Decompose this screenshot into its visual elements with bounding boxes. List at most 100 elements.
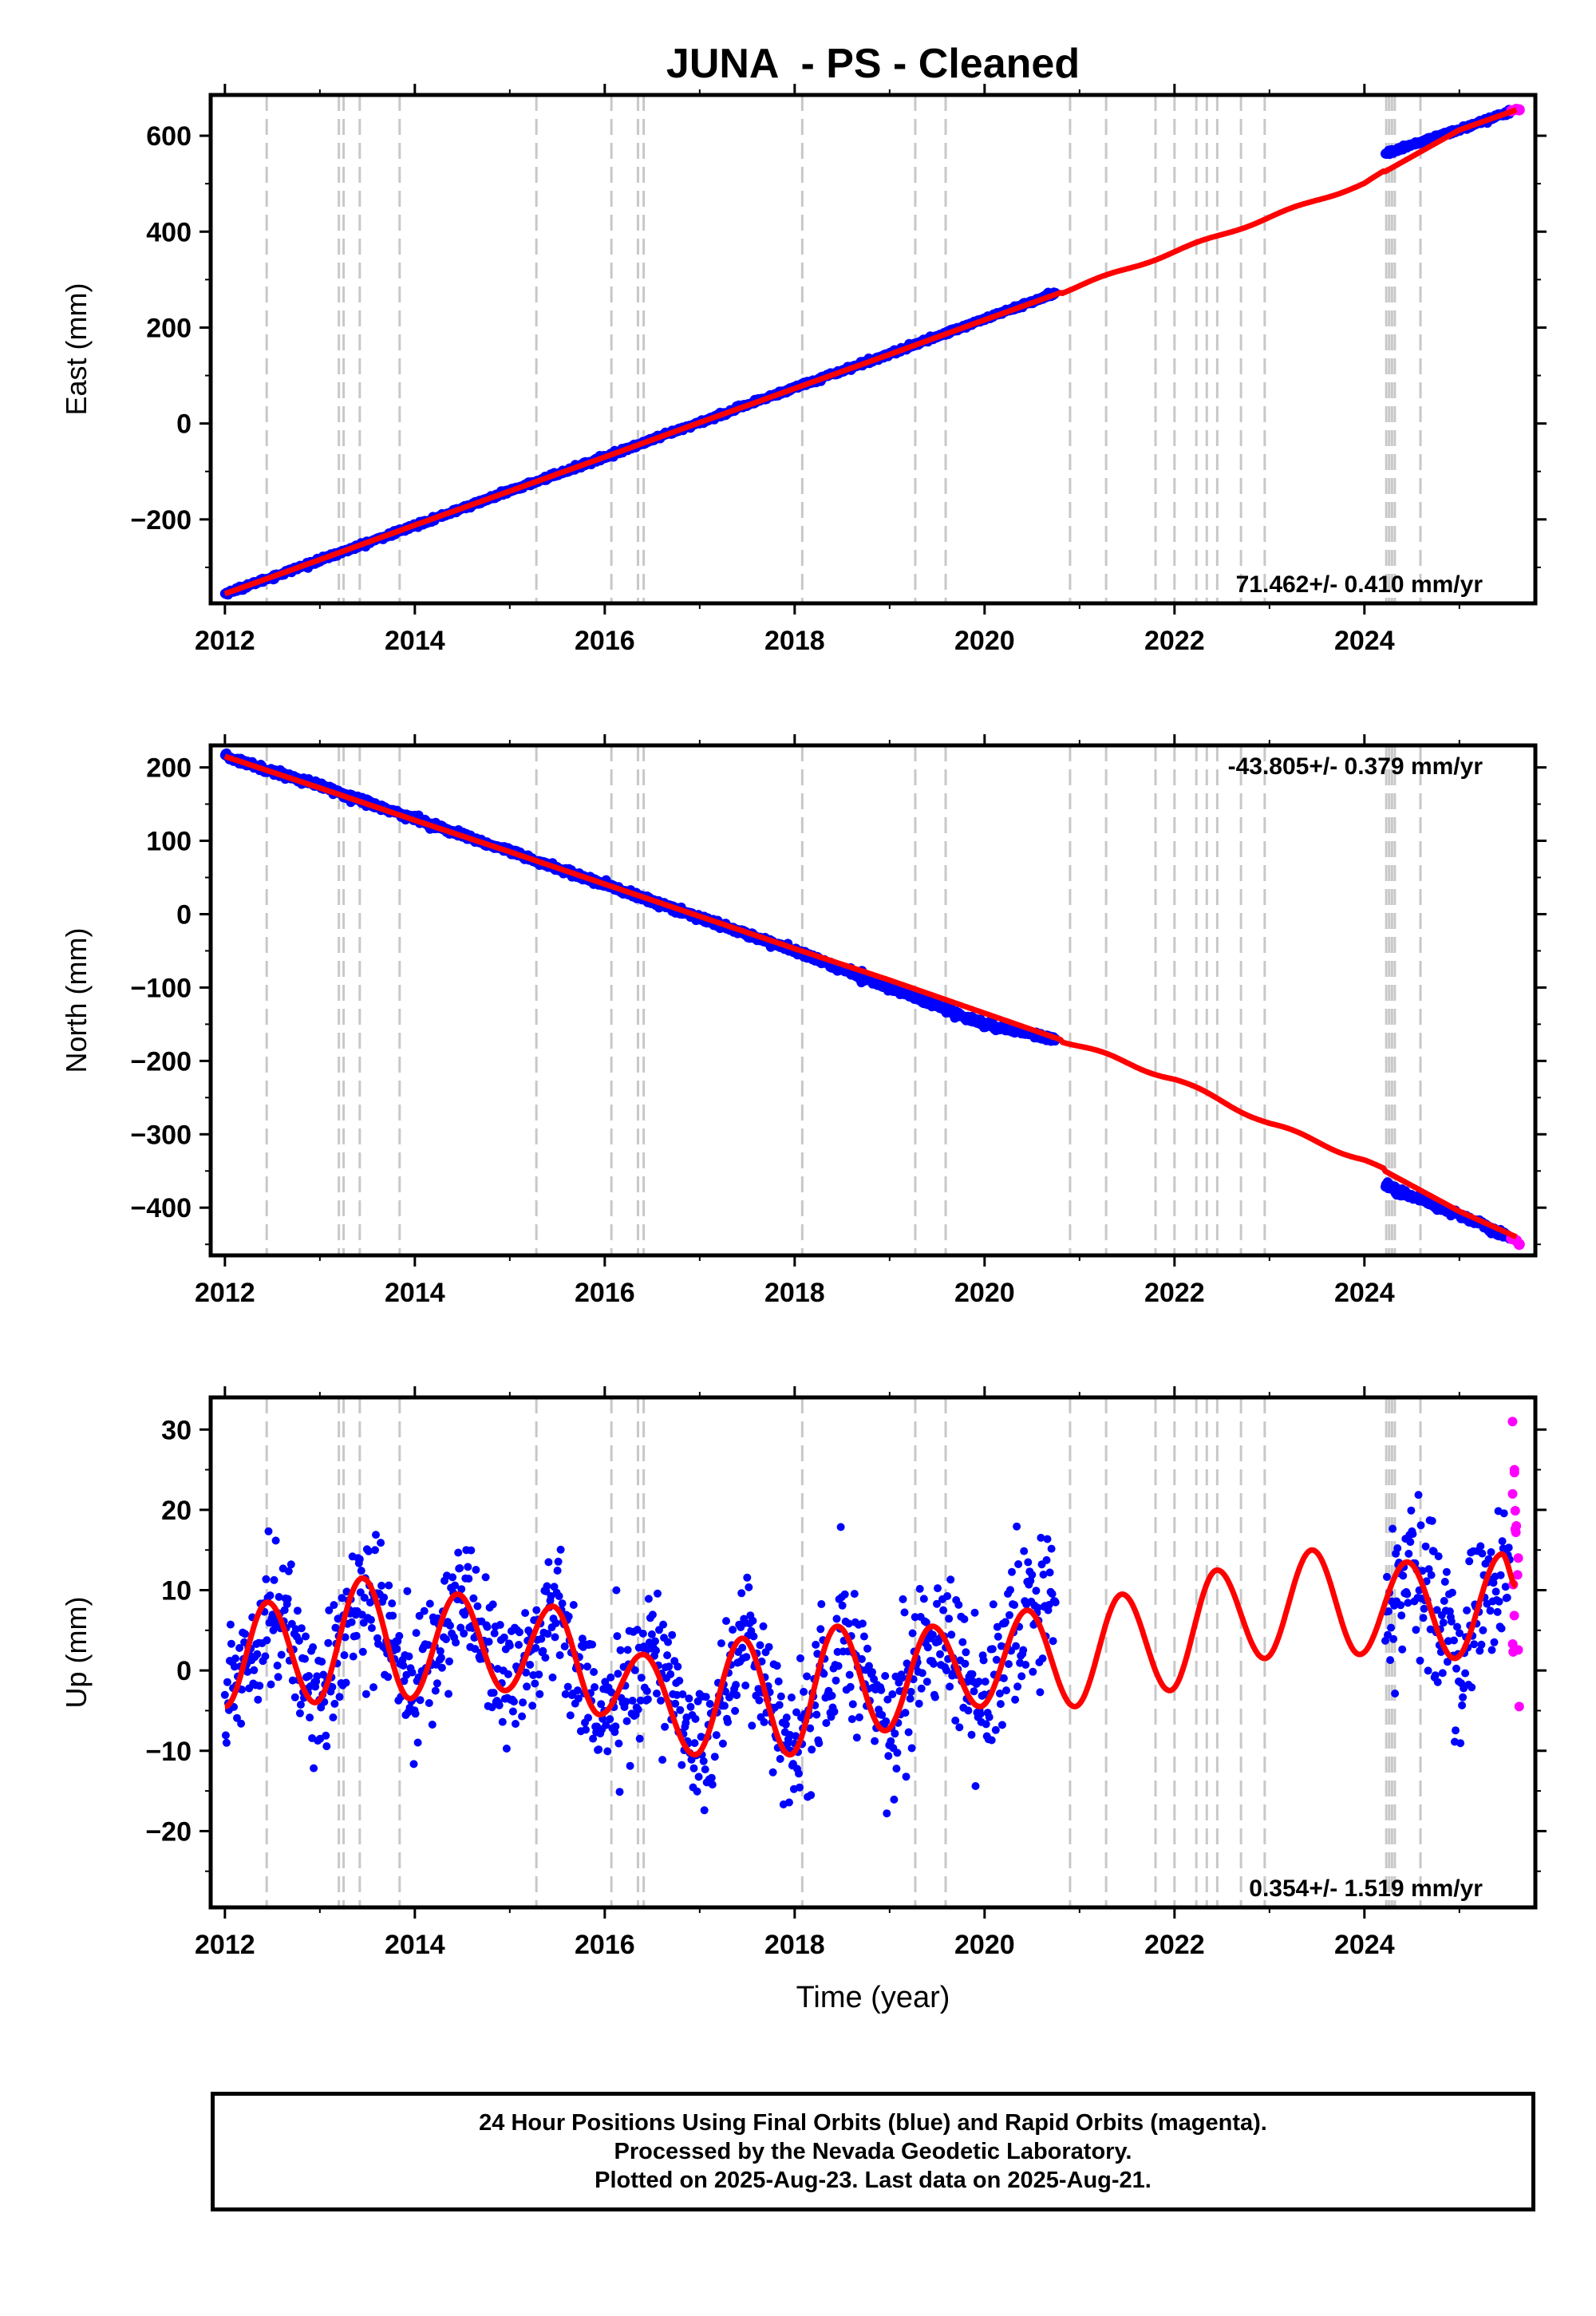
final-orbit-point — [648, 1611, 657, 1619]
final-orbit-point — [1433, 1678, 1442, 1686]
final-orbit-point — [1389, 1634, 1398, 1643]
final-orbit-point — [595, 1745, 603, 1754]
final-orbit-point — [775, 1701, 784, 1709]
final-orbit-point — [510, 1697, 518, 1706]
rate-label: 0.354+/- 1.519 mm/yr — [1249, 1875, 1483, 1902]
final-orbit-point — [1391, 1690, 1400, 1697]
final-orbit-point — [284, 1567, 293, 1575]
final-orbit-point — [906, 1694, 915, 1703]
final-orbit-point — [707, 1773, 716, 1782]
final-orbit-point — [490, 1629, 499, 1638]
final-orbit-point — [377, 1539, 385, 1547]
final-orbit-point — [349, 1652, 358, 1661]
x-tick-label: 2020 — [954, 626, 1015, 656]
final-orbit-point — [654, 1589, 662, 1598]
final-orbit-point — [898, 1674, 907, 1682]
final-orbit-point — [1386, 1656, 1395, 1665]
x-tick-label: 2020 — [954, 1930, 1015, 1960]
final-orbit-point — [712, 1731, 721, 1740]
final-orbit-point — [1006, 1586, 1014, 1595]
final-orbit-point — [996, 1700, 1005, 1709]
final-orbit-point — [274, 1673, 282, 1682]
final-orbit-point — [691, 1714, 700, 1723]
final-orbit-point — [901, 1709, 910, 1717]
final-orbit-point — [519, 1698, 527, 1707]
final-orbit-point — [393, 1645, 401, 1654]
final-orbit-point — [412, 1629, 421, 1638]
y-tick-label: 400 — [146, 217, 192, 247]
final-orbit-point — [1048, 1590, 1057, 1599]
final-orbit-point — [800, 1687, 808, 1696]
final-orbit-point — [495, 1701, 504, 1709]
final-orbit-point — [521, 1609, 530, 1618]
final-orbit-point — [961, 1659, 970, 1668]
final-orbit-point — [1011, 1695, 1020, 1704]
final-orbit-point — [836, 1523, 845, 1531]
final-orbit-point — [985, 1713, 994, 1721]
final-orbit-point — [642, 1686, 651, 1695]
final-orbit-point — [1465, 1557, 1474, 1566]
final-orbit-point — [830, 1707, 839, 1716]
final-orbit-point — [917, 1684, 926, 1693]
final-orbit-point — [705, 1700, 714, 1708]
final-orbit-point — [718, 1739, 727, 1748]
final-orbit-point — [1036, 1688, 1045, 1697]
final-orbit-point — [267, 1680, 275, 1689]
final-orbit-point — [729, 1626, 737, 1634]
final-orbit-point — [395, 1631, 404, 1640]
final-orbit-point — [871, 1737, 879, 1745]
final-orbit-point — [290, 1693, 299, 1701]
final-orbit-point — [832, 1614, 841, 1623]
final-orbit-point — [489, 1689, 498, 1697]
final-orbit-point — [1479, 1626, 1487, 1634]
final-orbit-point — [884, 1752, 893, 1761]
final-orbit-point — [664, 1638, 673, 1646]
final-orbit-point — [220, 1690, 229, 1699]
final-orbit-point — [221, 1731, 230, 1740]
final-orbit-point — [253, 1650, 262, 1658]
final-orbit-point — [960, 1614, 969, 1623]
x-tick-label: 2018 — [764, 1278, 825, 1308]
final-orbit-point — [888, 1690, 897, 1698]
final-orbit-point — [614, 1670, 622, 1678]
final-orbit-point — [1499, 1509, 1508, 1518]
rate-label: -43.805+/- 0.379 mm/yr — [1228, 753, 1483, 780]
final-orbit-point — [817, 1600, 826, 1608]
final-orbit-point — [1005, 1611, 1013, 1619]
final-orbit-point — [934, 1584, 942, 1593]
final-orbit-point — [322, 1731, 330, 1740]
final-orbit-point — [1434, 1552, 1443, 1561]
y-tick-label: −200 — [130, 505, 192, 536]
final-orbit-point — [241, 1630, 250, 1638]
rapid-orbit-point — [1508, 1646, 1519, 1657]
final-orbit-point — [301, 1654, 309, 1663]
final-orbit-point — [1045, 1568, 1054, 1577]
final-orbit-point — [569, 1601, 578, 1609]
final-orbit-point — [1396, 1601, 1405, 1610]
final-orbit-point — [1478, 1549, 1487, 1558]
final-orbit-point — [968, 1670, 977, 1678]
final-orbit-point — [890, 1795, 899, 1804]
final-orbit-point — [616, 1646, 625, 1654]
final-orbit-point — [1439, 1618, 1448, 1627]
final-orbit-point — [644, 1595, 653, 1603]
final-orbit-point — [1504, 1543, 1513, 1552]
final-orbit-point — [622, 1717, 631, 1725]
final-orbit-point — [384, 1673, 393, 1682]
final-orbit-point — [270, 1575, 279, 1584]
final-orbit-point — [554, 1557, 563, 1566]
x-tick-label: 2024 — [1334, 1930, 1395, 1960]
final-orbit-point — [437, 1654, 445, 1662]
final-orbit-point — [452, 1638, 460, 1647]
final-orbit-point — [504, 1670, 512, 1678]
final-orbit-point — [329, 1713, 338, 1721]
final-orbit-point — [591, 1683, 599, 1691]
final-orbit-point — [310, 1764, 318, 1773]
final-orbit-point — [403, 1587, 412, 1595]
final-orbit-point — [1450, 1636, 1458, 1645]
final-orbit-point — [296, 1701, 305, 1709]
final-orbit-point — [558, 1599, 567, 1608]
final-orbit-point — [741, 1682, 750, 1690]
